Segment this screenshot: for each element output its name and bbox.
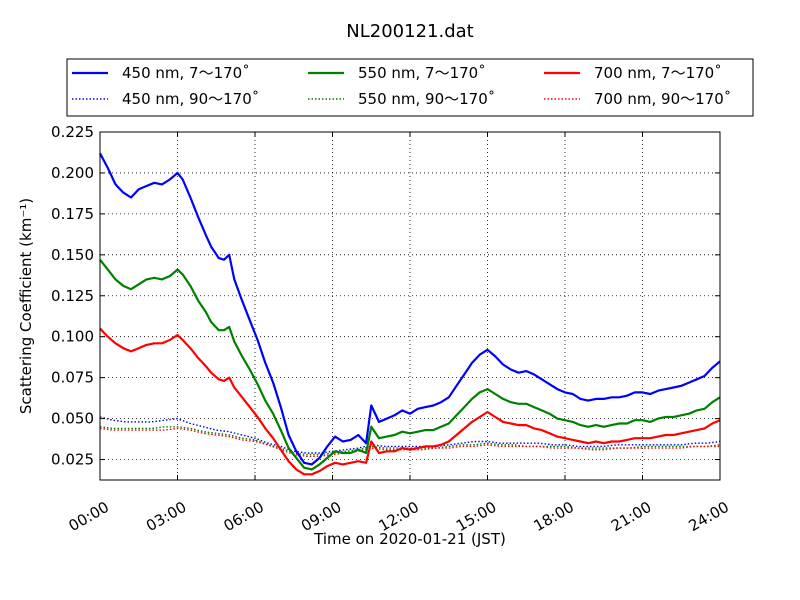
y-tick-label: 0.175 (51, 205, 94, 223)
axis-ticks (99, 131, 721, 480)
legend-label: 700 nm, 90～170˚ (594, 90, 731, 108)
legend-label: 450 nm, 7～170˚ (122, 64, 250, 82)
series-line (99, 152, 721, 466)
y-tick-label: 0.025 (51, 451, 94, 469)
y-axis-label: Scattering Coefficient (km⁻¹) (17, 198, 35, 414)
legend-frame (66, 58, 754, 117)
y-tick-label: 0.200 (51, 164, 94, 182)
y-tick-label: 0.100 (51, 328, 94, 346)
x-axis-label: Time on 2020-01-21 (JST) (313, 530, 506, 548)
y-tick-label: 0.050 (51, 410, 94, 428)
series-line (99, 259, 721, 471)
y-tick-label: 0.075 (51, 369, 94, 387)
legend-items: 450 nm, 7～170˚ 550 nm, 7～170˚ 700 nm, 7～17… (72, 64, 731, 108)
legend-label: 700 nm, 7～170˚ (594, 64, 722, 82)
y-tick-label: 0.225 (51, 123, 94, 141)
series-line (99, 427, 720, 457)
plot-area (100, 132, 720, 480)
legend-label: 550 nm, 7～170˚ (358, 64, 486, 82)
legend-label: 550 nm, 90～170˚ (358, 90, 495, 108)
legend: 450 nm, 7～170˚ 550 nm, 7～170˚ 700 nm, 7～17… (66, 58, 754, 117)
series-layer (99, 152, 721, 476)
series-line (99, 416, 721, 454)
y-tick-labels: 0.025 0.050 0.075 0.100 0.125 0.150 0.175 0.200… (51, 123, 94, 469)
y-tick-label: 0.150 (51, 246, 94, 264)
series-line (99, 327, 721, 476)
chart-title: NL200121.dat (346, 21, 473, 42)
grid (100, 132, 720, 480)
legend-label: 450 nm, 90～170˚ (122, 90, 259, 108)
y-tick-label: 0.125 (51, 287, 94, 305)
